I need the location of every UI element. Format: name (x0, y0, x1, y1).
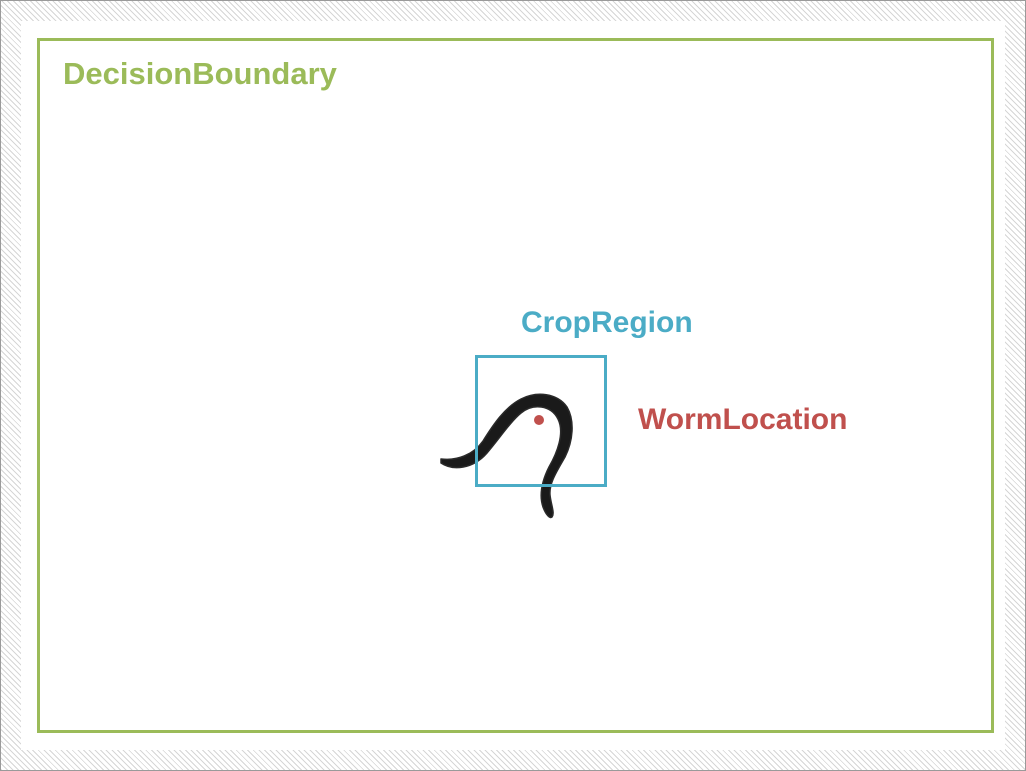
worm-location-label: WormLocation (638, 403, 848, 436)
crop-region-label: CropRegion (521, 306, 693, 339)
crop-region-box (475, 355, 607, 487)
decision-boundary-box (37, 38, 994, 733)
decision-boundary-label: DecisionBoundary (63, 56, 337, 91)
